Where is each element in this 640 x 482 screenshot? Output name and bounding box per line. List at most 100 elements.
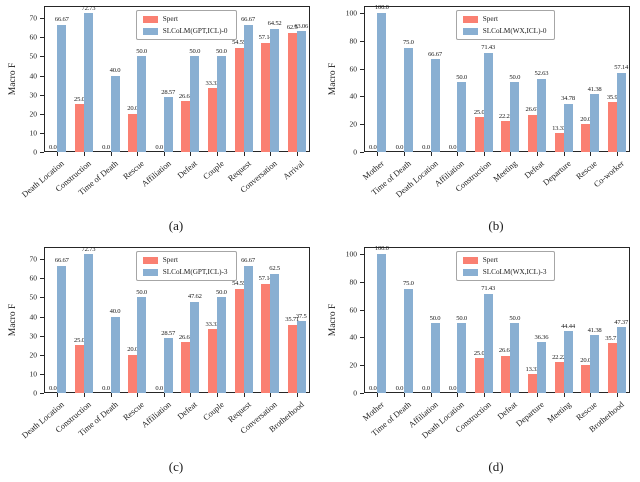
bar-slcolm	[57, 265, 67, 393]
bar-slcolm	[163, 338, 173, 393]
x-tick	[616, 393, 618, 397]
bar-slcolm	[377, 12, 387, 152]
bar-value-label: 50.0	[136, 288, 147, 296]
subplot-caption: (c)	[168, 459, 184, 474]
legend-swatch-spert	[142, 256, 158, 264]
y-tick	[360, 281, 364, 283]
bar-spert	[527, 114, 537, 152]
y-tick-label: 20	[349, 360, 358, 370]
x-tick	[137, 152, 139, 156]
x-tick	[483, 393, 485, 397]
x-tick-label: Affiliation	[139, 400, 173, 430]
bar-value-label: 13.33	[552, 124, 566, 132]
x-tick	[190, 393, 192, 397]
legend-swatch-slcolm	[462, 268, 478, 276]
legend: Spert SLCoLM(GPT,ICL)-0	[135, 10, 237, 40]
y-tick	[40, 37, 44, 39]
bar-spert	[181, 101, 191, 152]
bar-slcolm	[403, 288, 413, 393]
bar-spert	[74, 104, 84, 152]
bar-value-label: 44.44	[561, 322, 575, 330]
x-tick-label: Defeat	[176, 159, 200, 181]
bar-slcolm	[430, 59, 440, 152]
bar-spert	[554, 362, 564, 393]
bar-slcolm	[616, 72, 626, 152]
y-tick-label: 40	[29, 71, 38, 81]
legend: Spert SLCoLM(GPT,ICL)-3	[135, 251, 237, 281]
bar-value-label: 28.57	[161, 88, 176, 96]
bar-spert	[501, 121, 511, 152]
y-axis-label: Macro F	[328, 303, 338, 337]
bar-slcolm	[110, 316, 120, 393]
y-tick-label: 10	[29, 128, 38, 138]
bar-slcolm	[590, 94, 600, 152]
bar-slcolm	[430, 323, 440, 393]
bar-value-label: 54.55	[232, 280, 246, 288]
bar-spert	[554, 133, 564, 152]
bar-value-label: 0.0	[422, 143, 430, 151]
y-tick	[40, 18, 44, 20]
legend-entry: Spert	[462, 15, 547, 23]
x-tick-label: Affiliation	[139, 159, 173, 189]
bar-spert	[128, 354, 138, 393]
legend: Spert SLCoLM(WX,ICL)-0	[455, 10, 556, 40]
legend-swatch-spert	[142, 15, 158, 23]
bar-value-label: 52.63	[534, 70, 549, 78]
x-tick-label: Defeat	[176, 400, 200, 422]
y-tick	[360, 40, 364, 42]
bar-spert	[474, 117, 484, 152]
x-tick	[137, 393, 139, 397]
subplot-caption: (b)	[488, 218, 504, 233]
y-tick-label: 40	[349, 332, 358, 342]
x-tick-label: Couple	[201, 159, 226, 182]
bar-value-label: 66.67	[54, 257, 69, 265]
legend-swatch-spert	[462, 256, 478, 264]
x-tick	[83, 152, 85, 156]
y-tick-label: 80	[349, 36, 358, 46]
legend-entry: Spert	[142, 256, 228, 264]
x-tick	[296, 393, 298, 397]
y-tick	[360, 68, 364, 70]
x-tick	[163, 152, 165, 156]
chart-cell-d: 0 20 40 60 80 100 Macro F Mother 0.0 100.0 Time of…	[320, 241, 640, 482]
legend-swatch-spert	[462, 15, 478, 23]
bar-spert	[581, 365, 591, 393]
x-tick	[57, 152, 59, 156]
y-tick-label: 80	[349, 277, 358, 287]
y-tick-label: 100	[345, 8, 357, 18]
bar-value-label: 0.0	[395, 384, 404, 392]
bar-slcolm	[216, 56, 226, 152]
y-tick-label: 30	[29, 90, 38, 100]
bar-slcolm	[536, 342, 546, 393]
x-tick	[216, 393, 218, 397]
bar-value-label: 62.5	[269, 265, 280, 273]
bar-value-label: 28.57	[161, 329, 176, 337]
bar-value-label: 0.0	[395, 143, 404, 151]
bar-value-label: 33.33	[205, 79, 220, 87]
bar-slcolm	[377, 253, 387, 393]
bar-value-label: 47.62	[187, 293, 202, 301]
bar-value-label: 66.67	[54, 16, 69, 24]
bar-spert	[474, 358, 484, 393]
y-tick-label: 60	[349, 305, 358, 315]
bar-value-label: 25.0	[74, 336, 85, 344]
bar-value-label: 25.0	[74, 95, 85, 103]
bar-value-label: 50.0	[509, 73, 521, 81]
y-tick-label: 10	[29, 369, 38, 379]
bar-slcolm	[536, 78, 546, 152]
x-tick	[510, 393, 512, 397]
y-tick	[360, 96, 364, 98]
bar-slcolm	[483, 52, 493, 152]
y-tick	[360, 309, 364, 311]
chart-cell-c: 0 10 20 30 40 50 60 70 Macro F Death Location 0.0 6…	[0, 241, 320, 482]
bar-value-label: 13.33	[525, 365, 540, 373]
bar-value-label: 0.0	[102, 143, 110, 151]
y-axis-label: Macro F	[8, 303, 18, 337]
bar-slcolm	[296, 31, 306, 152]
legend-swatch-slcolm	[462, 27, 478, 35]
bar-value-label: 71.43	[481, 285, 496, 293]
legend-swatch-slcolm	[142, 268, 158, 276]
x-tick-label: Defeat	[522, 159, 546, 181]
bar-value-label: 71.43	[481, 44, 496, 52]
